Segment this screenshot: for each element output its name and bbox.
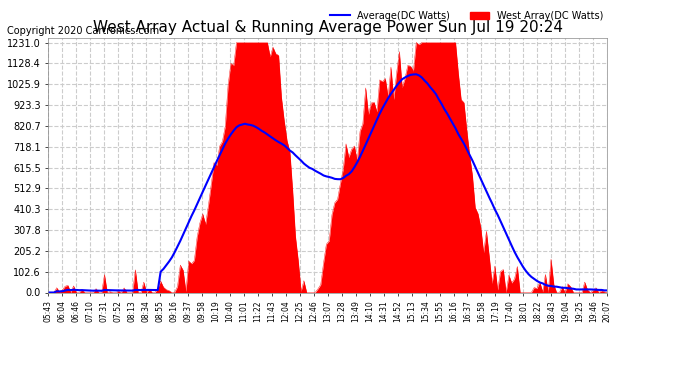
Title: West Array Actual & Running Average Power Sun Jul 19 20:24: West Array Actual & Running Average Powe… [92,20,563,35]
Text: Copyright 2020 Cartronics.com: Copyright 2020 Cartronics.com [7,26,159,36]
Legend: Average(DC Watts), West Array(DC Watts): Average(DC Watts), West Array(DC Watts) [326,7,607,25]
